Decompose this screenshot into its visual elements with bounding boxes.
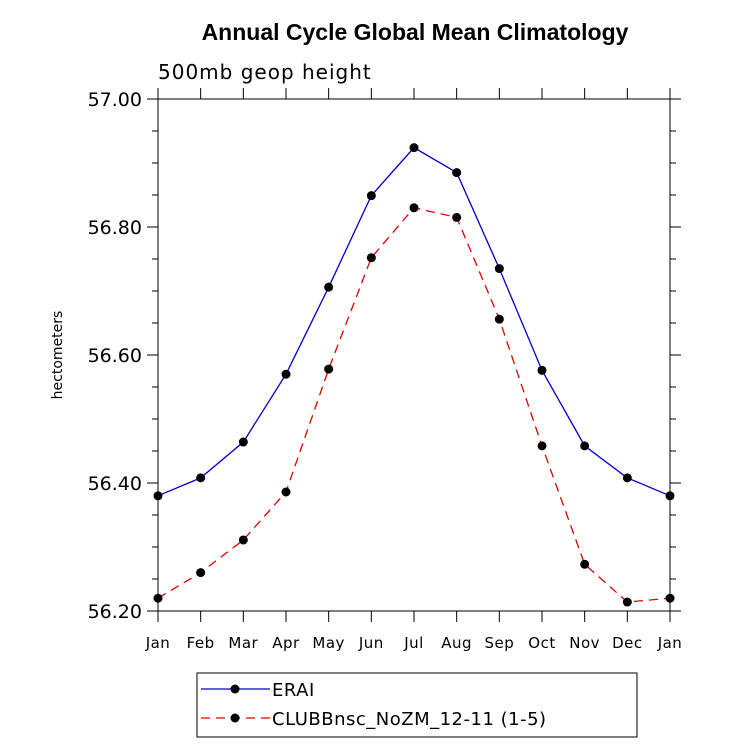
x-tick-label: Oct: [528, 634, 555, 652]
y-tick-label: 56.60: [88, 345, 142, 367]
y-tick-label: 56.40: [88, 473, 142, 495]
data-point: [196, 568, 206, 578]
legend-box: [196, 672, 638, 738]
legend: ERAI CLUBBnsc_NoZM_12-11 (1-5): [196, 672, 638, 738]
data-point: [238, 535, 248, 545]
x-tick-label: May: [312, 634, 345, 652]
series-line: [157, 207, 671, 603]
data-point: [665, 593, 675, 603]
legend-entry: CLUBBnsc_NoZM_12-11 (1-5): [201, 709, 547, 730]
data-point: [622, 473, 632, 483]
x-tick-label: Dec: [612, 634, 643, 652]
x-tick-label: Jul: [403, 634, 424, 652]
series-1: [153, 143, 675, 501]
series-line: [157, 146, 671, 497]
x-tick-label: Aug: [441, 634, 472, 652]
x-tick-label: Jan: [145, 634, 171, 652]
data-point: [153, 491, 163, 501]
data-point: [366, 191, 376, 201]
data-point: [409, 143, 419, 153]
data-point: [537, 365, 547, 375]
data-point: [580, 441, 590, 451]
legend-marker: [230, 684, 240, 694]
data-point: [452, 168, 462, 178]
data-point: [622, 597, 632, 607]
data-point: [580, 559, 590, 569]
series-layer: [153, 143, 675, 607]
x-tick-label: Nov: [569, 634, 600, 652]
data-point: [196, 473, 206, 483]
x-tick-label: Jan: [657, 634, 683, 652]
x-tick-label: Mar: [228, 634, 258, 652]
data-point: [324, 282, 334, 292]
data-point: [366, 253, 376, 263]
legend-label: ERAI: [272, 680, 315, 701]
data-point: [452, 212, 462, 222]
legend-marker: [230, 713, 240, 723]
y-tick-labels: 56.20 56.40 56.60 56.80 57.00: [88, 89, 142, 623]
data-point: [324, 364, 334, 374]
data-point: [665, 491, 675, 501]
chart-subtitle: 500mb geop height: [158, 60, 372, 84]
data-point: [281, 487, 291, 497]
plot-frame: [157, 98, 671, 612]
data-point: [494, 314, 504, 324]
x-tick-labels: Jan Feb Mar Apr May Jun Jul Aug Sep Oct Nov Dec Jan: [145, 634, 683, 652]
data-point: [153, 593, 163, 603]
y-tick-label: 56.80: [88, 217, 142, 239]
data-point: [281, 369, 291, 379]
data-point: [409, 203, 419, 213]
data-point: [238, 437, 248, 447]
data-point: [494, 264, 504, 274]
legend-entry: ERAI: [201, 680, 315, 701]
axis-ticks: [147, 88, 681, 622]
series-2: [153, 203, 675, 607]
legend-label: CLUBBnsc_NoZM_12-11 (1-5): [272, 709, 547, 730]
x-tick-label: Jun: [358, 634, 384, 652]
y-tick-label: 56.20: [88, 601, 142, 623]
y-tick-label: 57.00: [88, 89, 142, 111]
data-point: [537, 441, 547, 451]
x-tick-label: Sep: [484, 634, 514, 652]
x-tick-label: Apr: [272, 634, 300, 652]
y-axis-label: hectometers: [50, 311, 66, 400]
chart-title: Annual Cycle Global Mean Climatology: [202, 19, 629, 45]
x-tick-label: Feb: [187, 634, 215, 652]
